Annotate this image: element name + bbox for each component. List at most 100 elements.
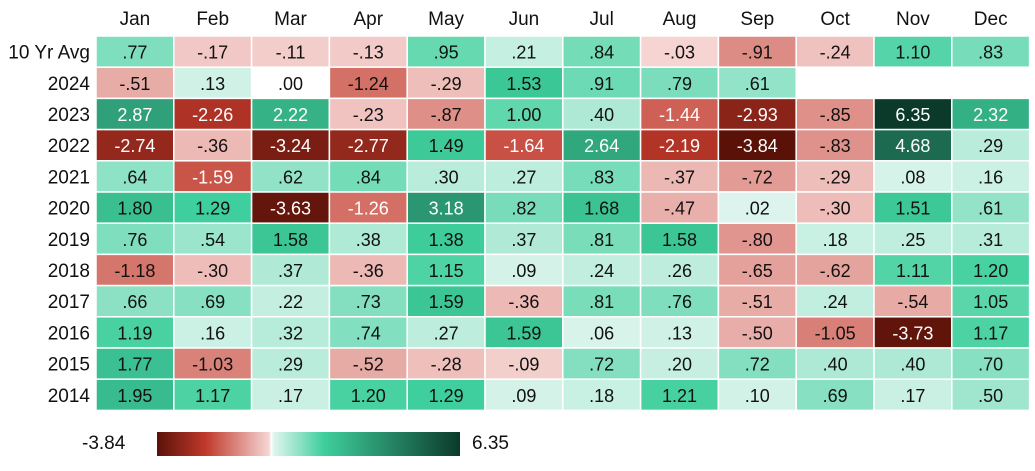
cell-value-label: -.29 (431, 74, 462, 94)
cell-value-label: .40 (900, 355, 925, 375)
heatmap-cell (484, 97, 564, 131)
cell-value-label: -.80 (742, 230, 773, 250)
cell-value-label: .32 (278, 323, 303, 343)
cell-value-label: -.29 (820, 167, 851, 187)
cell-value-label: -2.77 (348, 136, 389, 156)
month-header: Nov (896, 9, 930, 30)
cell-value-label: 1.20 (351, 386, 386, 406)
cell-value-label: -.91 (742, 43, 773, 63)
cell-value-label: 1.49 (429, 136, 464, 156)
cell-value-label: -.50 (742, 323, 773, 343)
cell-value-label: -.52 (353, 355, 384, 375)
cell-value-label: .10 (745, 386, 770, 406)
cell-value-label: -.36 (197, 136, 228, 156)
cell-value-label: -1.44 (659, 105, 700, 125)
cell-value-label: .64 (122, 167, 147, 187)
colorbar: -3.84 6.35 (82, 432, 509, 456)
cell-value-label: .27 (434, 323, 459, 343)
heatmap-cell (95, 160, 175, 193)
cell-value-label: 1.58 (273, 230, 308, 250)
month-headers: Jan Feb Mar Apr May Jun Jul Aug Sep Oct Nov Dec (120, 9, 1008, 30)
heatmap-cell (951, 284, 1031, 318)
cell-value-label: -.87 (431, 105, 462, 125)
row-label: 2018 (48, 261, 90, 282)
heatmap-cell (484, 284, 564, 318)
heatmap-cell (951, 35, 1031, 68)
month-header: Sep (740, 9, 774, 30)
heatmap-cell (951, 191, 1031, 224)
cell-value-label: .74 (356, 323, 381, 343)
cell-value-label: .08 (900, 167, 925, 187)
cell-value-label: .00 (278, 74, 303, 94)
cell-value-label: .81 (589, 230, 614, 250)
heatmap-cell (562, 222, 642, 256)
month-header: Oct (820, 9, 850, 30)
row-label: 2019 (48, 230, 90, 251)
month-header: Aug (663, 9, 697, 30)
heatmap-cell (406, 222, 486, 256)
cell-value-label: 2.87 (117, 105, 152, 125)
cell-value-label: -.17 (197, 43, 228, 63)
cell-value-label: .83 (978, 43, 1003, 63)
cell-value-label: .50 (978, 386, 1003, 406)
heatmap-cell (328, 128, 408, 162)
heatmap-cell (873, 284, 953, 318)
heatmap-cell (95, 35, 175, 68)
colorbar-min-label: -3.84 (82, 433, 126, 454)
cell-value-label: .37 (511, 230, 536, 250)
cell-value-label: 1.58 (662, 230, 697, 250)
cell-value-label: -.62 (820, 261, 851, 281)
cell-value-label: .06 (589, 323, 614, 343)
cell-value-label: .72 (745, 355, 770, 375)
heatmap-cell (717, 347, 797, 380)
cell-value-label: 1.38 (429, 230, 464, 250)
cell-value-label: 2.64 (584, 136, 619, 156)
heatmap-cell (795, 97, 875, 131)
cell-value-label: 1.77 (117, 355, 152, 375)
cell-value-label: 1.53 (506, 74, 541, 94)
heatmap-cell (795, 316, 875, 349)
cell-value-label: .70 (978, 355, 1003, 375)
heatmap-cell (406, 316, 486, 349)
cell-value-label: 1.80 (117, 199, 152, 219)
cell-value-label: 2.22 (273, 105, 308, 125)
cell-value-label: 1.05 (973, 292, 1008, 312)
heatmap-cell (250, 222, 331, 256)
heatmap-cell (873, 316, 953, 349)
cell-value-label: 1.20 (973, 261, 1008, 281)
heatmap-cell (562, 316, 642, 349)
cell-value-label: .69 (823, 386, 848, 406)
heatmap-cell (328, 284, 408, 318)
heatmap-cell (717, 378, 797, 412)
cell-value-label: -.72 (742, 167, 773, 187)
cell-value-label: -1.59 (192, 167, 233, 187)
cell-value-label: .20 (667, 355, 692, 375)
cell-value-label: -1.03 (192, 355, 233, 375)
cell-value-label: 2.32 (973, 105, 1008, 125)
heatmap-cell (639, 97, 720, 131)
row-label: 2014 (48, 386, 91, 407)
cell-value-label: -3.24 (270, 136, 311, 156)
heatmap-cell (562, 253, 642, 287)
cell-value-label: -.47 (664, 199, 695, 219)
heatmap-cell (250, 347, 331, 380)
cell-value-label: .25 (900, 230, 925, 250)
heatmap-cell (250, 316, 331, 349)
cell-value-label: -1.24 (348, 74, 389, 94)
month-header: Feb (196, 9, 229, 30)
cell-value-label: .27 (511, 167, 536, 187)
heatmap-cell (328, 253, 408, 287)
cell-value-label: .82 (511, 199, 536, 219)
cell-value-label: -.65 (742, 261, 773, 281)
cell-value-label: 1.21 (662, 386, 697, 406)
heatmap-cell (873, 160, 953, 193)
cell-value-label: -.36 (353, 261, 384, 281)
cell-value-label: -.83 (820, 136, 851, 156)
cell-value-label: -.03 (664, 43, 695, 63)
cell-value-label: .54 (200, 230, 225, 250)
cell-value-label: -1.26 (348, 199, 389, 219)
heatmap-cell (795, 253, 875, 287)
cell-value-label: 1.29 (195, 199, 230, 219)
cell-value-label: .37 (278, 261, 303, 281)
cell-value-label: -.09 (508, 355, 539, 375)
